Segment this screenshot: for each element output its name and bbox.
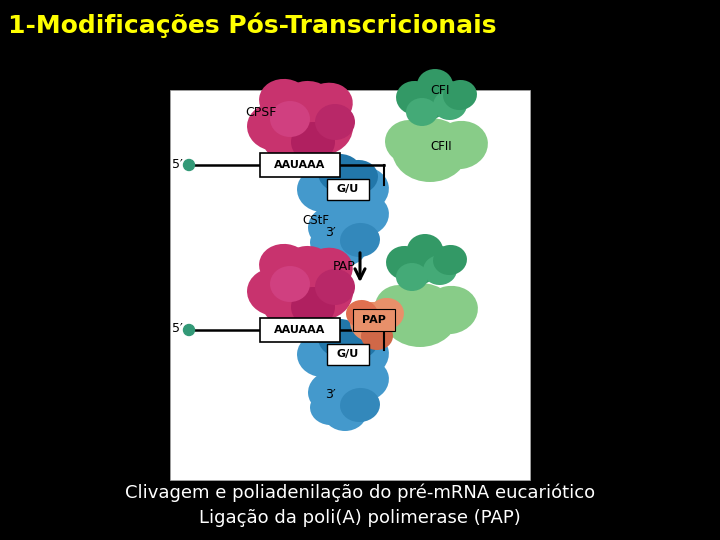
Ellipse shape <box>443 80 477 110</box>
Ellipse shape <box>433 245 467 275</box>
Ellipse shape <box>340 388 380 422</box>
Ellipse shape <box>270 266 310 302</box>
Ellipse shape <box>308 371 356 413</box>
Text: AAUAAA: AAUAAA <box>274 160 325 170</box>
Ellipse shape <box>293 268 353 320</box>
Text: CFI: CFI <box>430 84 449 97</box>
Text: PAP: PAP <box>332 260 355 273</box>
Ellipse shape <box>407 234 443 266</box>
Ellipse shape <box>396 263 428 291</box>
Ellipse shape <box>310 334 370 386</box>
Ellipse shape <box>297 168 347 212</box>
Ellipse shape <box>279 81 335 129</box>
FancyBboxPatch shape <box>327 179 369 199</box>
Ellipse shape <box>338 160 378 194</box>
Ellipse shape <box>422 286 478 334</box>
Text: 5′: 5′ <box>172 158 183 171</box>
Text: CFII: CFII <box>430 140 451 153</box>
Ellipse shape <box>392 118 468 182</box>
Ellipse shape <box>259 244 311 288</box>
Text: PAP: PAP <box>362 315 386 325</box>
Ellipse shape <box>321 363 375 409</box>
Ellipse shape <box>335 332 389 378</box>
Ellipse shape <box>341 359 389 401</box>
Text: G/U: G/U <box>337 349 359 359</box>
Ellipse shape <box>310 226 350 260</box>
Ellipse shape <box>425 80 465 116</box>
Ellipse shape <box>279 246 335 294</box>
Text: 3′: 3′ <box>325 388 336 402</box>
Ellipse shape <box>406 98 438 126</box>
Bar <box>170 90 530 480</box>
Ellipse shape <box>335 167 389 213</box>
Ellipse shape <box>297 333 347 377</box>
Ellipse shape <box>393 248 437 286</box>
Ellipse shape <box>301 83 353 127</box>
Ellipse shape <box>318 154 362 192</box>
Ellipse shape <box>291 122 335 162</box>
Circle shape <box>184 325 194 335</box>
Ellipse shape <box>315 269 355 305</box>
Ellipse shape <box>375 285 425 329</box>
Ellipse shape <box>361 322 393 350</box>
Text: CStF: CStF <box>302 213 329 226</box>
Ellipse shape <box>247 103 303 151</box>
Ellipse shape <box>262 274 328 330</box>
Text: 3′: 3′ <box>325 226 336 239</box>
Ellipse shape <box>417 69 453 101</box>
Circle shape <box>184 159 194 171</box>
Ellipse shape <box>270 101 310 137</box>
Ellipse shape <box>291 287 335 327</box>
Text: Ligação da poli(A) polimerase (PAP): Ligação da poli(A) polimerase (PAP) <box>199 509 521 527</box>
FancyBboxPatch shape <box>260 318 340 342</box>
Ellipse shape <box>341 194 389 236</box>
Ellipse shape <box>338 325 378 359</box>
Ellipse shape <box>432 121 488 169</box>
FancyBboxPatch shape <box>327 343 369 364</box>
Ellipse shape <box>310 169 370 221</box>
Ellipse shape <box>318 319 362 357</box>
Ellipse shape <box>386 246 424 280</box>
Ellipse shape <box>403 83 447 121</box>
Ellipse shape <box>423 255 457 285</box>
Ellipse shape <box>433 90 467 120</box>
Text: AAUAAA: AAUAAA <box>274 325 325 335</box>
Ellipse shape <box>315 104 355 140</box>
Text: G/U: G/U <box>337 184 359 194</box>
Ellipse shape <box>310 391 350 425</box>
Ellipse shape <box>247 268 303 316</box>
Ellipse shape <box>346 300 378 328</box>
Ellipse shape <box>301 248 353 292</box>
Ellipse shape <box>308 206 356 248</box>
Ellipse shape <box>293 103 353 155</box>
FancyBboxPatch shape <box>353 309 395 331</box>
Ellipse shape <box>340 223 380 257</box>
Text: 5′: 5′ <box>172 322 183 335</box>
Ellipse shape <box>415 245 455 281</box>
Text: CPSF: CPSF <box>245 106 276 119</box>
Ellipse shape <box>323 228 367 266</box>
Ellipse shape <box>368 298 404 330</box>
Ellipse shape <box>385 120 435 164</box>
Text: Clivagem e poliadenilação do pré-mRNA eucariótico: Clivagem e poliadenilação do pré-mRNA eu… <box>125 484 595 502</box>
Ellipse shape <box>323 393 367 431</box>
Ellipse shape <box>350 302 394 342</box>
Ellipse shape <box>262 109 328 165</box>
Ellipse shape <box>259 79 311 123</box>
Ellipse shape <box>396 81 434 115</box>
Ellipse shape <box>382 283 458 347</box>
Ellipse shape <box>321 198 375 244</box>
Text: 1-Modificações Pós-Transcricionais: 1-Modificações Pós-Transcricionais <box>8 13 497 38</box>
FancyBboxPatch shape <box>260 153 340 177</box>
